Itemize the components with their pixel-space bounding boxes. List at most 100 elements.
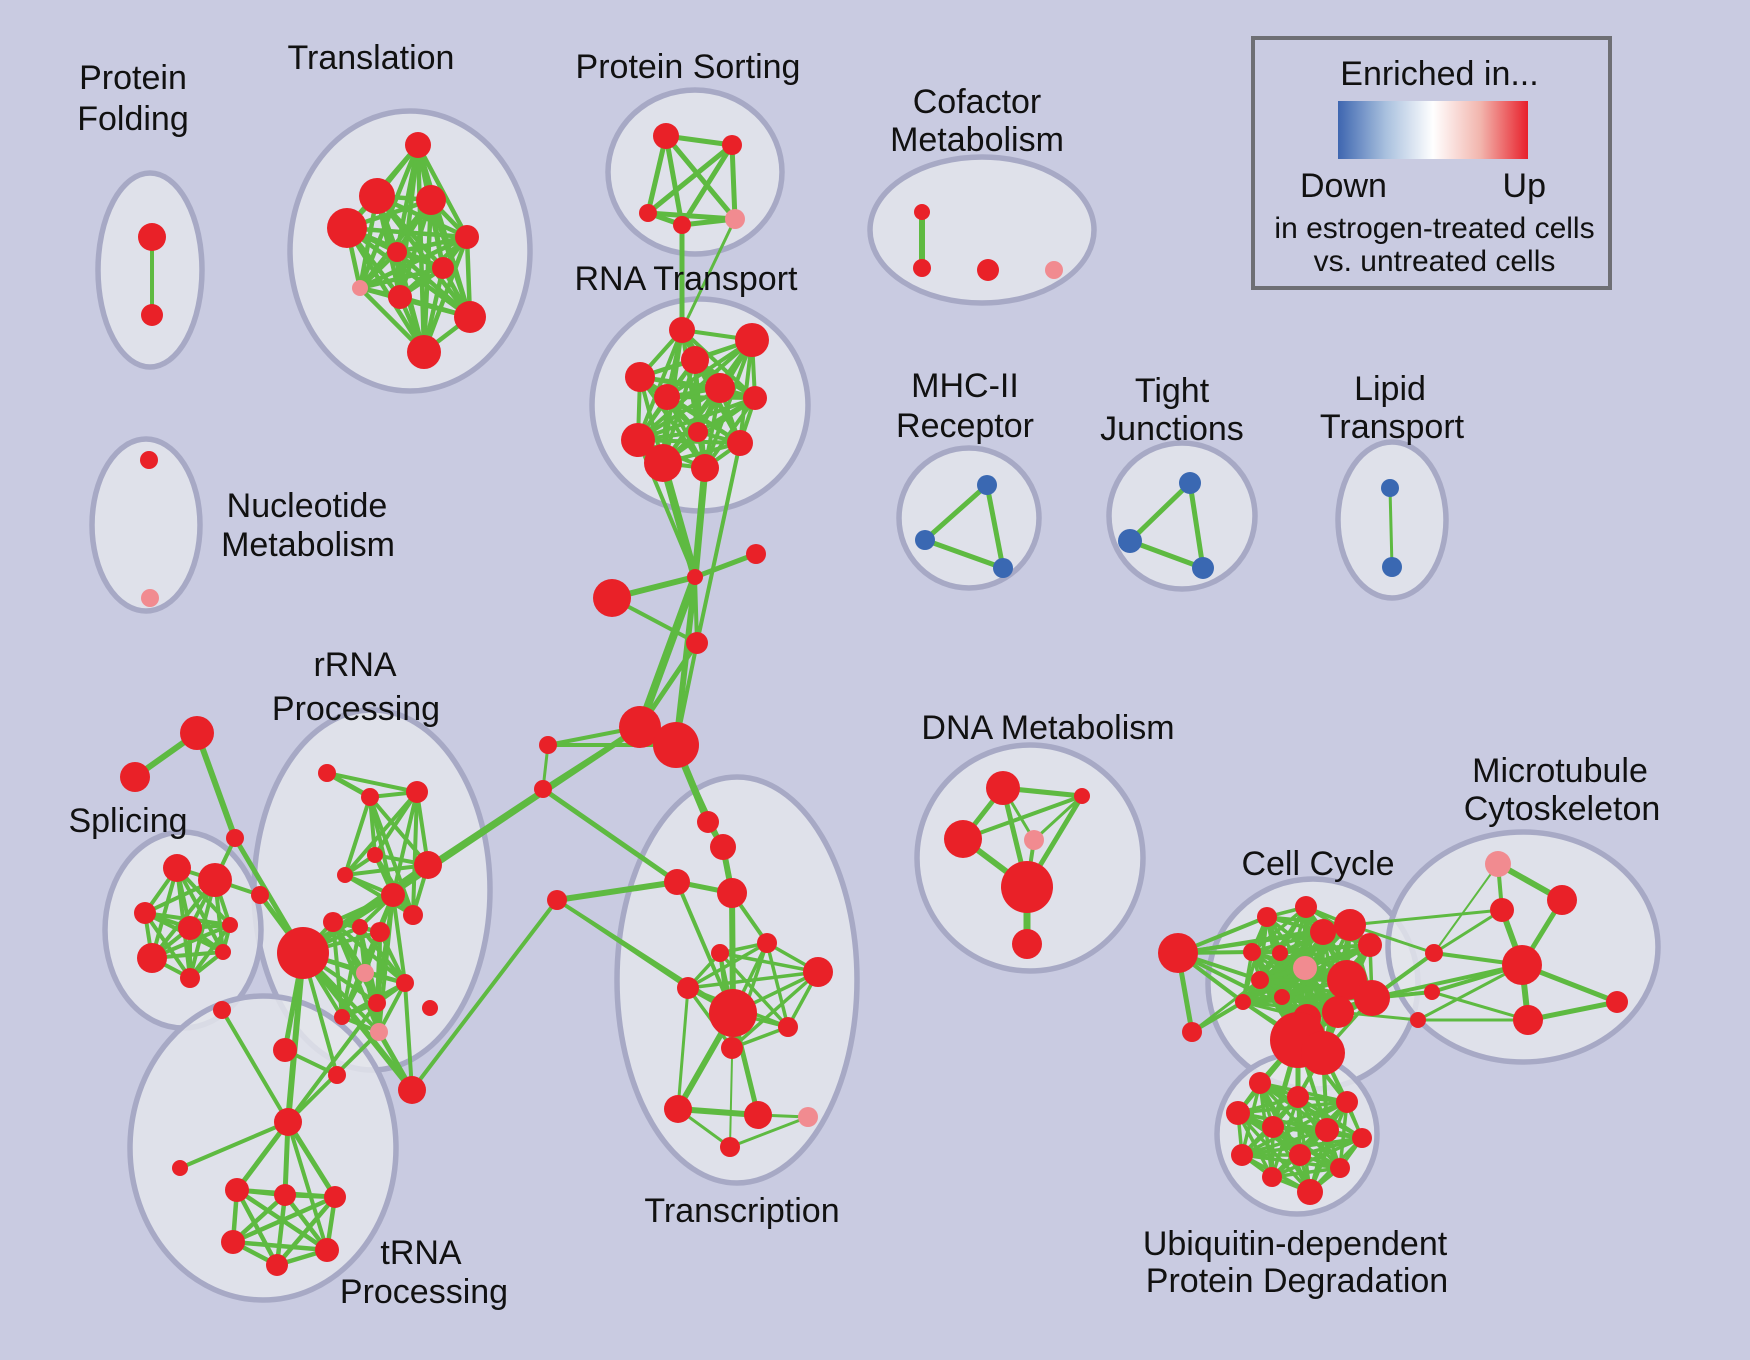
gene-set-node-up (1295, 896, 1317, 918)
cluster-label-lipid-transport-line2: Transport (1320, 408, 1465, 446)
gene-set-node-up (1330, 1158, 1350, 1178)
similarity-edge (1525, 999, 1620, 1023)
cluster-envelope-trna-processing (127, 993, 399, 1303)
gene-set-node-up (387, 242, 407, 262)
gene-set-node-up (1243, 943, 1261, 961)
gene-set-node-up (664, 869, 690, 895)
similarity-edge (300, 950, 415, 1093)
cluster-envelope-nucleotide-metabolism (89, 436, 203, 614)
gene-set-node-up (315, 1238, 339, 1262)
similarity-edge (686, 941, 769, 990)
gene-set-node-up (1289, 1144, 1311, 1166)
gene-set-node-up (1287, 1086, 1309, 1108)
cluster-label-mhc-ii-receptor-line1: MHC-II (911, 367, 1019, 405)
similarity-edge (1127, 538, 1206, 571)
similarity-edge (286, 1120, 329, 1252)
gene-set-node-up (687, 569, 703, 585)
gene-set-node-up (352, 919, 368, 935)
gene-set-node-weak-up (1024, 830, 1044, 850)
gene-set-node-down (1192, 557, 1214, 579)
gene-set-node-up (398, 1076, 426, 1104)
gene-set-node-weak-up (798, 1107, 818, 1127)
similarity-edge (636, 328, 684, 442)
gene-set-node-up (388, 285, 412, 309)
gene-set-node-up (1249, 1072, 1271, 1094)
gene-set-node-up (323, 912, 343, 932)
gene-set-node-down (977, 475, 997, 495)
legend-down-label: Down (1300, 167, 1387, 205)
similarity-edge (636, 396, 757, 442)
gene-set-node-up (1226, 1101, 1250, 1125)
gene-set-node-up (722, 135, 742, 155)
similarity-edge (1388, 486, 1394, 569)
gene-set-node-up (328, 1066, 346, 1084)
similarity-edge (663, 133, 685, 228)
similarity-edge (718, 951, 820, 974)
similarity-edge (426, 787, 545, 867)
similarity-edge (411, 790, 419, 917)
gene-set-node-up (1158, 933, 1198, 973)
similarity-edge (343, 873, 415, 917)
gene-set-node-up (743, 386, 767, 410)
gene-set-node-up (720, 1137, 740, 1157)
cluster-envelope-cofactor-metabolism (867, 154, 1097, 306)
similarity-edge (922, 482, 990, 543)
gene-set-node-up (803, 957, 833, 987)
similarity-edge (555, 898, 735, 1015)
cluster-label-rrna-processing-line2: Processing (272, 690, 440, 728)
gene-set-node-up (405, 132, 431, 158)
gene-set-node-up (226, 829, 244, 847)
gene-set-node-up (1354, 980, 1390, 1016)
similarity-edge (1176, 951, 1309, 1020)
cluster-label-protein-sorting-line1: Protein Sorting (576, 48, 801, 86)
similarity-edge (703, 396, 757, 470)
gene-set-node-up (180, 968, 200, 988)
cluster-label-tight-junctions-line2: Junctions (1100, 410, 1244, 448)
gene-set-node-up (134, 902, 156, 924)
similarity-edge (922, 537, 1006, 571)
similarity-edge (1187, 480, 1206, 571)
gene-set-node-up (621, 423, 655, 457)
gene-set-node-up (735, 323, 769, 357)
gene-set-node-up (140, 451, 158, 469)
gene-set-node-up (403, 905, 423, 925)
gene-set-node-up (274, 1184, 296, 1206)
gene-set-node-up (172, 1160, 188, 1176)
similarity-edge (194, 730, 238, 841)
cluster-label-tight-junctions-line1: Tight (1135, 372, 1210, 410)
cluster-label-nucleotide-metabolism-line2: Metabolism (221, 526, 395, 564)
gene-set-node-up (225, 1178, 249, 1202)
gene-set-node-up (1257, 907, 1277, 927)
cluster-label-ubiquitin-degradation-line1: Ubiquitin-dependent (1143, 1225, 1448, 1263)
similarity-edge (343, 790, 419, 877)
similarity-edge (344, 225, 470, 240)
gene-set-node-up (709, 989, 757, 1037)
gene-set-node-up (727, 430, 753, 456)
gene-set-node-weak-up (370, 1023, 388, 1041)
gene-set-node-up (539, 736, 557, 754)
legend-gradient-bar (1338, 101, 1528, 159)
similarity-edge (961, 794, 1084, 841)
gene-set-node-up (178, 916, 202, 940)
cluster-label-trna-processing-line1: tRNA (380, 1234, 462, 1272)
gene-set-node-weak-up (141, 589, 159, 607)
legend-caption-line2: vs. untreated cells (1314, 245, 1556, 278)
gene-set-node-up (1274, 989, 1290, 1005)
similarity-edge (645, 210, 738, 222)
gene-set-node-up (677, 977, 699, 999)
gene-set-node-weak-up (1485, 851, 1511, 877)
gene-set-node-up (1490, 898, 1514, 922)
gene-set-node-up (705, 373, 735, 403)
gene-set-node-up (163, 854, 191, 882)
gene-set-node-up (251, 886, 269, 904)
similarity-edge (1127, 480, 1193, 544)
gene-set-node-up (266, 1254, 288, 1276)
gene-set-node-up (327, 208, 367, 248)
gene-set-node-down (1179, 472, 1201, 494)
similarity-edge (729, 142, 738, 222)
gene-set-node-up (1012, 929, 1042, 959)
gene-set-node-down (915, 530, 935, 550)
cluster-label-microtubule-cytoskeleton-line1: Microtubule (1472, 752, 1648, 790)
gene-set-node-up (944, 820, 982, 858)
gene-set-node-up (669, 317, 695, 343)
